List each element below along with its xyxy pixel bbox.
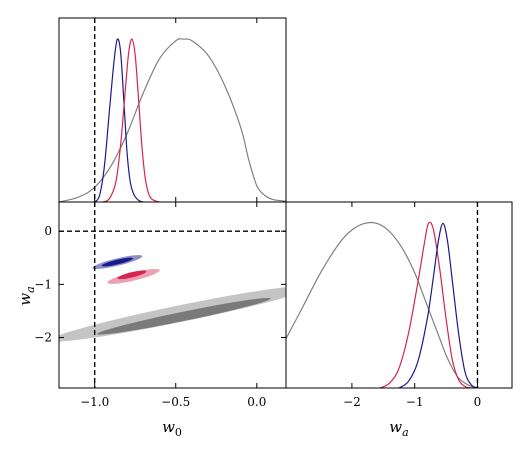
contour-region-inner-1 (97, 297, 271, 335)
wa-marginal-ticks: −2 −1 0 (343, 202, 481, 409)
w0-marginal-frame (58, 17, 287, 203)
contour-ticks: −1.0 −0.5 0.0 0 −1 −2 (34, 202, 286, 409)
w0-marginal-curve-2 (102, 38, 160, 202)
w0-marginal-curves (59, 38, 286, 202)
contour-ytick-label: −1 (34, 277, 52, 291)
w0-marginal-curve-1 (94, 38, 144, 202)
w0-marginal-curve-0 (59, 38, 286, 202)
contour-xtick-label: −0.5 (161, 395, 190, 409)
wa-marginal-curve-2 (398, 222, 478, 388)
wa-marginal-frame (285, 201, 513, 389)
contour-xtick-label: −1.0 (80, 395, 109, 409)
wa-marginal-xtick-label: −2 (343, 395, 361, 409)
contour-ytick-label: 0 (44, 224, 52, 238)
wa-marginal-curve-0 (286, 221, 478, 388)
contour-regions (59, 255, 286, 342)
contour-xtick-label: 0.0 (247, 395, 266, 409)
panel-w0-marginal (58, 17, 287, 203)
w0-marginal-ticks (94, 18, 258, 202)
contour-region-inner-3 (101, 257, 134, 267)
panel-w0-wa-contours: −1.0 −0.5 0.0 0 −1 −2 w0 wa (16, 201, 287, 439)
wa-axis-label: wa (16, 286, 37, 305)
wa-marginal-xtick-label: 0 (474, 395, 482, 409)
contour-ytick-label: −2 (34, 331, 52, 345)
contour-region-inner-5 (117, 270, 147, 280)
wa-marginal-curves (286, 221, 478, 388)
panel-wa-marginal: −2 −1 0 wa (285, 201, 513, 439)
wa-marginal-xtick-label: −1 (406, 395, 424, 409)
wa-marginal-curve-1 (379, 221, 472, 388)
wa-xaxis-label: wa (389, 418, 408, 439)
w0-axis-label: w0 (162, 418, 182, 439)
